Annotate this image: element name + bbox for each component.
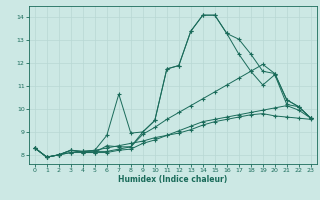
X-axis label: Humidex (Indice chaleur): Humidex (Indice chaleur) <box>118 175 228 184</box>
